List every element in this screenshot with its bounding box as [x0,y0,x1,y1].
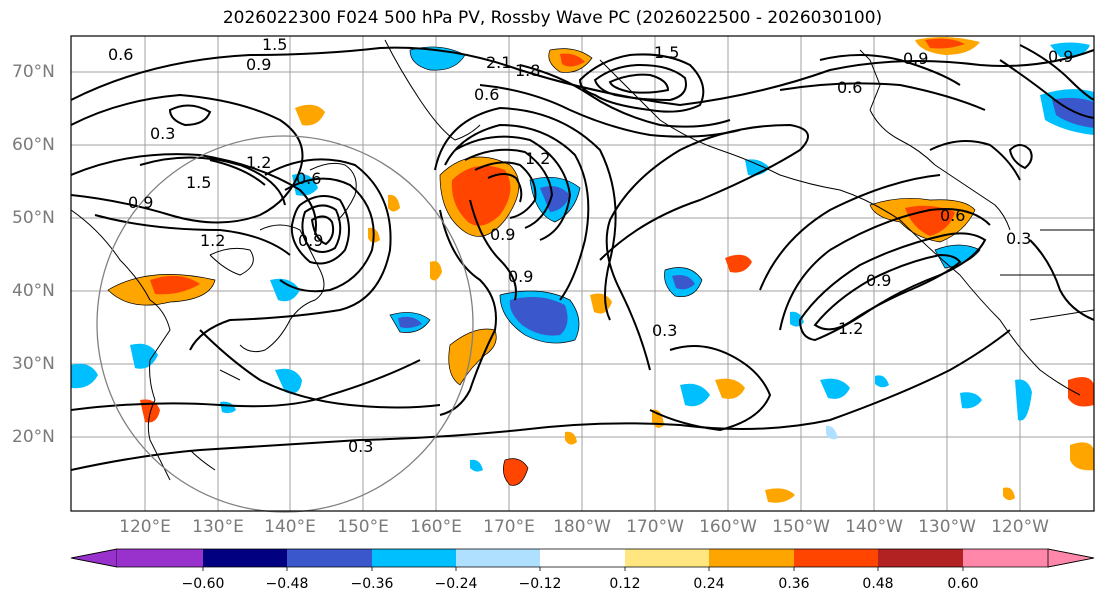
contour-labels: 0.6 1.5 0.9 2.1 1.8 0.6 1.5 0.9 0.6 0.9 … [108,35,1073,456]
contour-label: 1.8 [515,61,540,80]
lat-label: 30°N [12,354,55,374]
colorbar-extend-high [1047,548,1095,568]
colorbar-tick-label: −0.12 [518,576,562,592]
colorbar-segment [540,549,625,567]
lon-label: 150°W [772,517,830,537]
contour-label: 0.9 [1048,47,1073,66]
colorbar-tick-label: 0.48 [862,576,894,592]
lon-label: 120°E [119,517,171,537]
colorbar-segment [878,549,963,567]
contour-label: 2.1 [486,53,511,72]
contour-label: 1.2 [246,153,271,172]
contour-label: 0.6 [296,169,321,188]
colorbar-extend-low [70,548,118,568]
lat-label: 70°N [12,62,55,82]
lat-label: 60°N [12,135,55,155]
contour-label: 1.5 [262,35,287,54]
pv-contours [71,44,1094,471]
colorbar-segment [117,549,203,567]
contour-label: 0.3 [150,124,175,143]
lon-label: 170°W [626,517,684,537]
coastlines [71,39,1094,481]
contour-label: 1.2 [525,149,550,168]
contour-label: 0.6 [837,78,862,97]
colorbar-tick-label: 0.36 [778,576,810,592]
contour-label: 0.9 [866,271,891,290]
colorbar-tick-label: −0.48 [265,576,309,592]
lon-label: 180°W [553,517,611,537]
reference-circle [96,135,474,513]
colorbar-segment [372,549,456,567]
contour-label: 0.3 [652,321,677,340]
lon-label: 160°W [699,517,757,537]
lat-label: 20°N [12,427,55,447]
contour-label: 0.3 [1006,229,1031,248]
colorbar-tick-label: −0.60 [181,576,225,592]
contour-label: 0.6 [474,85,499,104]
lon-label: 130°W [918,517,976,537]
colorbar-segment [625,549,709,567]
contour-label: 1.5 [186,173,211,192]
contour-label: 0.9 [490,225,515,244]
contour-label: 0.6 [108,45,133,64]
colorbar-segment [963,549,1048,567]
positive-anomalies [107,36,1094,503]
contour-label: 1.2 [200,231,225,250]
map-title: 2026022300 F024 500 hPa PV, Rossby Wave … [222,8,883,28]
contour-label: 1.2 [838,319,863,338]
graticule [71,36,1094,511]
colorbar-tick-label: 0.24 [693,576,725,592]
lon-label: 160°E [410,517,462,537]
colorbar [70,548,1095,571]
contour-label: 0.9 [903,49,928,68]
colorbar-tick-label: 0.12 [609,576,641,592]
contour-label: 0.3 [348,437,373,456]
map-frame [70,35,1095,512]
lon-label: 130°E [192,517,244,537]
contour-label: 0.9 [508,267,533,286]
contour-label: 1.5 [654,43,679,62]
lat-label: 40°N [12,281,55,301]
colorbar-segment [287,549,372,567]
colorbar-tick-label: −0.36 [350,576,394,592]
contour-label: 0.6 [940,206,965,225]
lon-label: 120°W [991,517,1049,537]
lon-label: 140°W [845,517,903,537]
colorbar-segment [709,549,794,567]
contour-label: 0.9 [128,193,153,212]
lon-label: 170°E [483,517,535,537]
colorbar-segment [456,549,540,567]
colorbar-tick-label: 0.60 [947,576,979,592]
colorbar-segment [794,549,878,567]
lat-label: 50°N [12,208,55,228]
lon-label: 140°E [264,517,316,537]
contour-label: 0.9 [246,55,271,74]
colorbar-tick-label: −0.24 [434,576,478,592]
lon-label: 150°E [337,517,389,537]
colorbar-segment [203,549,287,567]
contour-label: 0.9 [298,231,323,250]
